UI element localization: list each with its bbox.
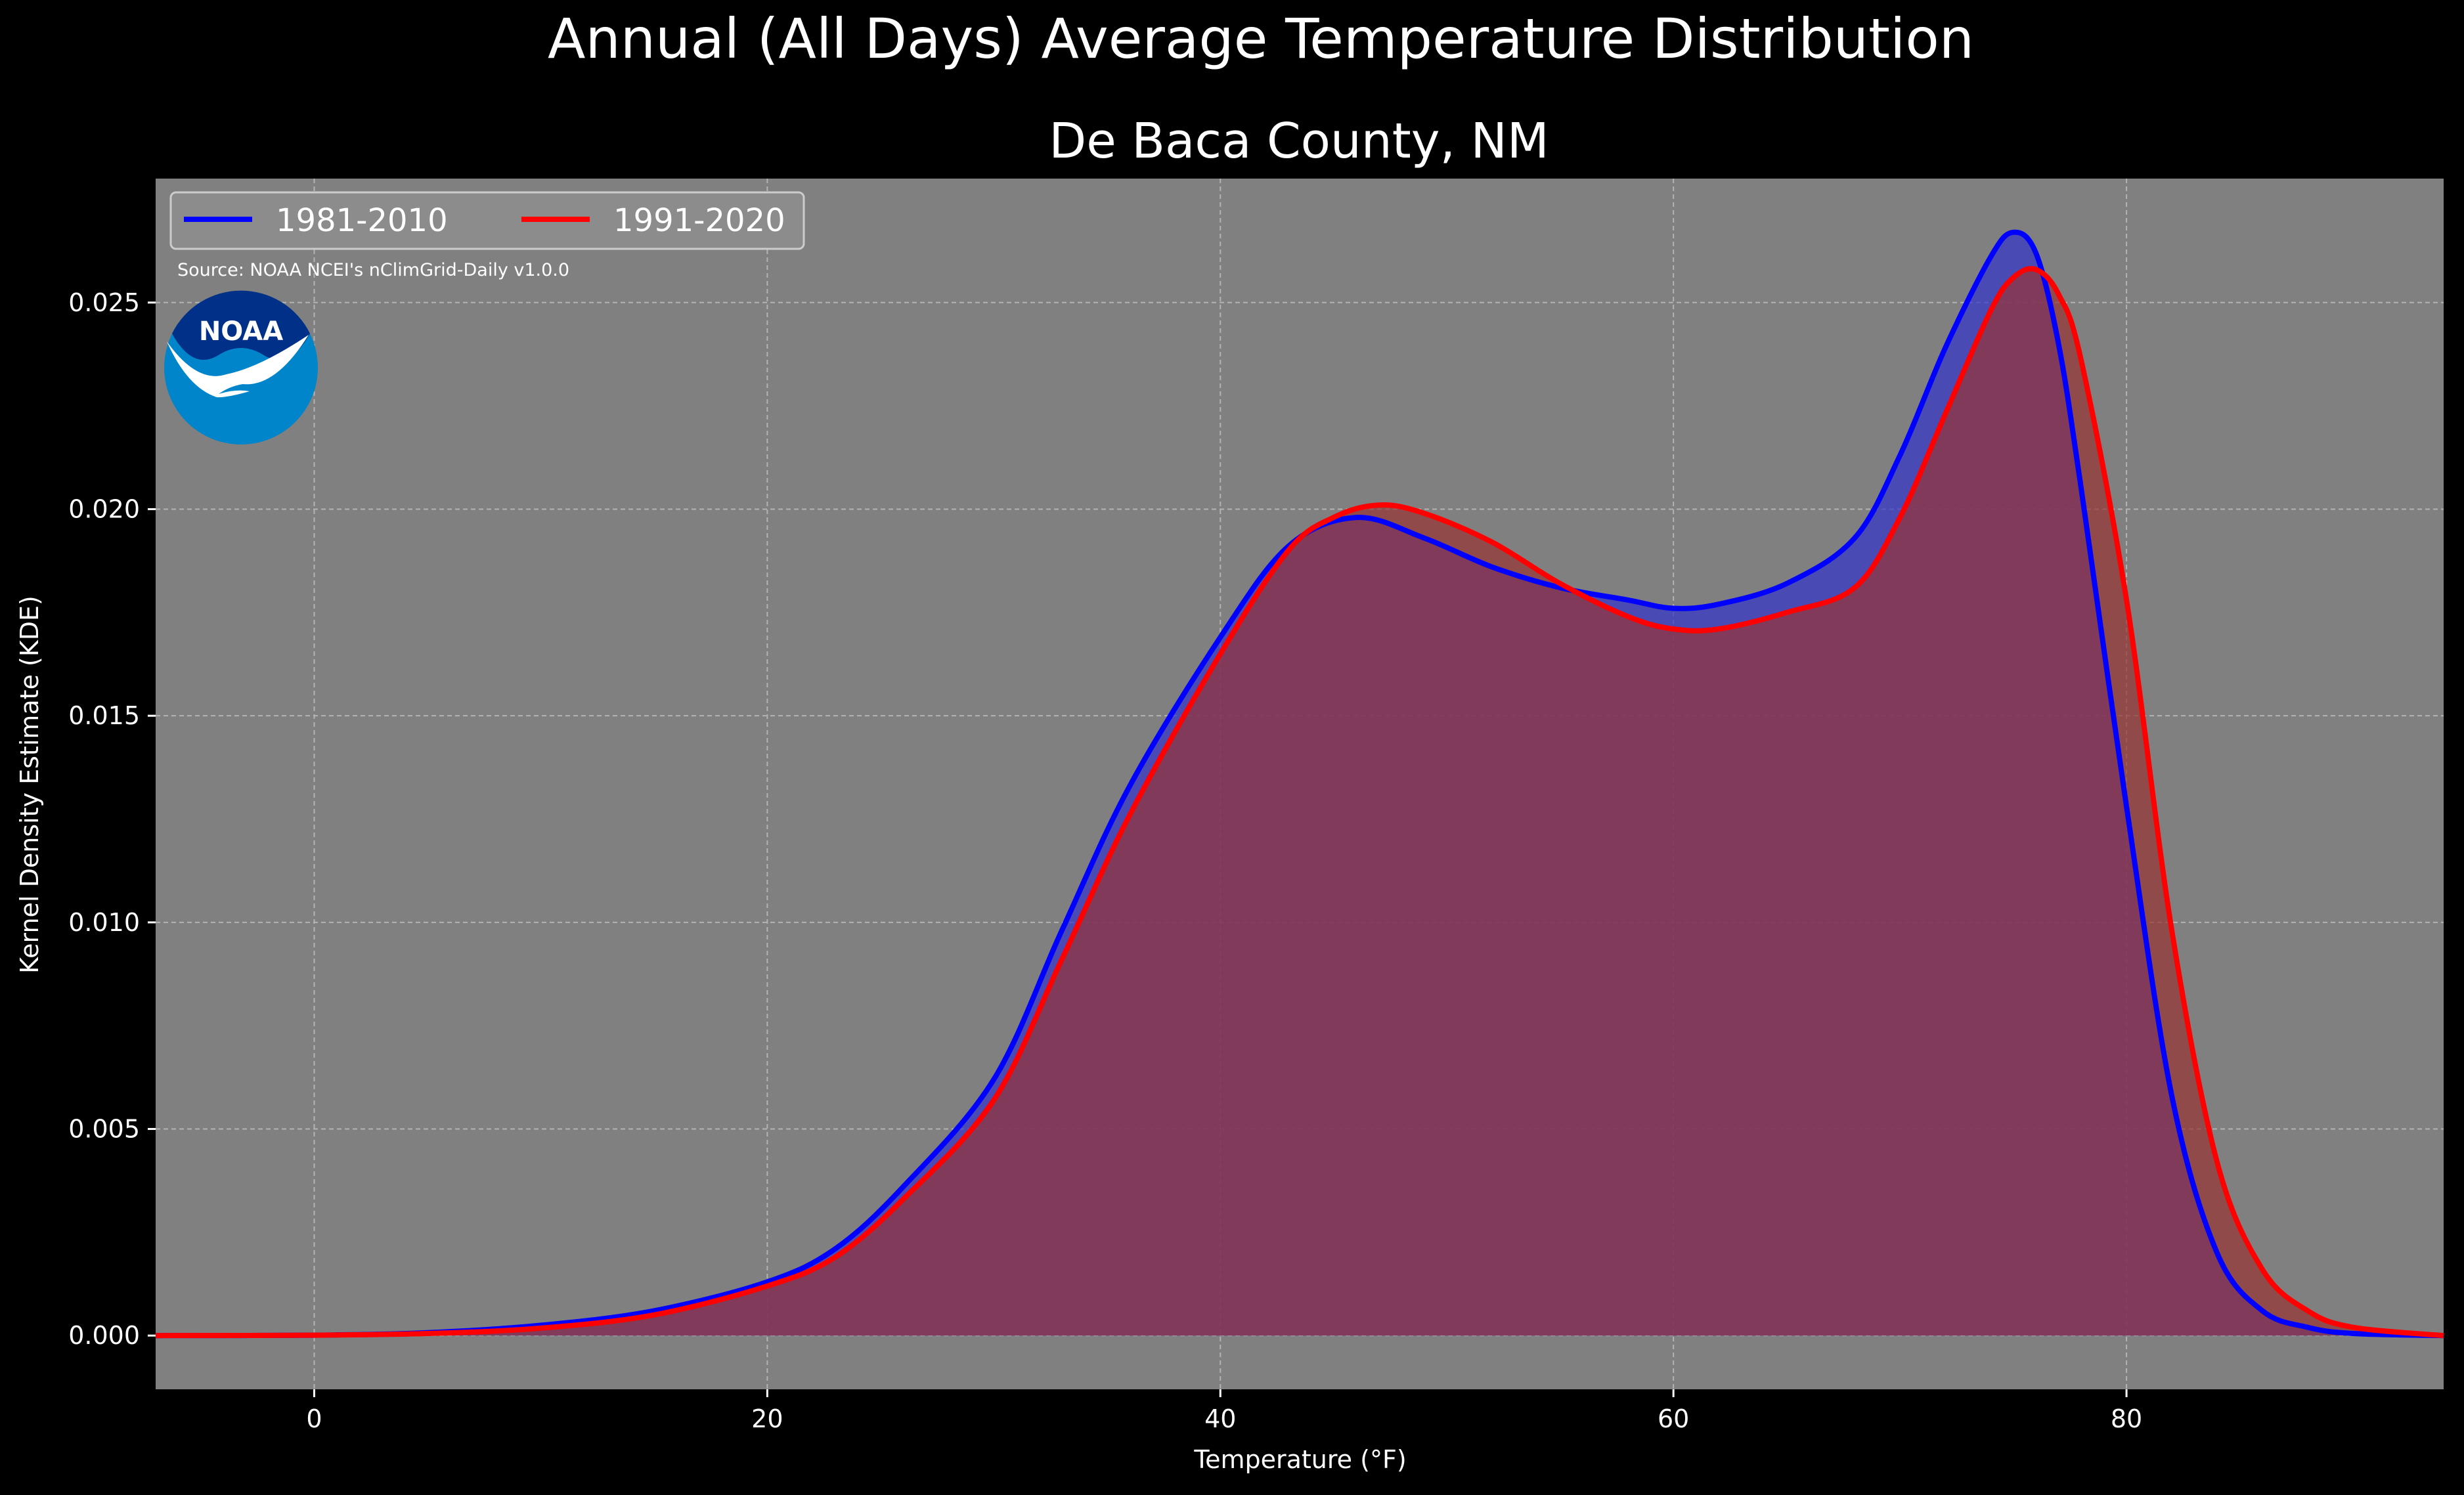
y-tick-label: 0.025 bbox=[68, 288, 140, 317]
noaa-logo-top-half bbox=[172, 290, 310, 360]
y-axis-label: Kernel Density Estimate (KDE) bbox=[15, 596, 44, 974]
chart-subtitle: De Baca County, NM bbox=[1049, 113, 1549, 169]
x-tick-label: 60 bbox=[1658, 1404, 1689, 1433]
chart-title: Annual (All Days) Average Temperature Di… bbox=[548, 7, 1974, 71]
legend-label-1981-2010: 1981-2010 bbox=[276, 202, 448, 239]
legend: 1981-2010 1991-2020 bbox=[169, 191, 805, 250]
x-axis-label: Temperature (°F) bbox=[1193, 1445, 1406, 1474]
y-tick-label: 0.020 bbox=[68, 494, 140, 523]
y-tick-label: 0.000 bbox=[68, 1321, 140, 1350]
series-line-1981-2010 bbox=[155, 229, 2444, 1339]
x-tick-label: 0 bbox=[306, 1404, 322, 1433]
legend-box bbox=[169, 191, 805, 250]
y-tick-label: 0.010 bbox=[68, 908, 140, 937]
noaa-logo: NOAA bbox=[164, 290, 318, 444]
y-tick-label: 0.005 bbox=[68, 1115, 140, 1144]
x-tick-label: 40 bbox=[1204, 1404, 1236, 1433]
plot-area bbox=[155, 179, 2444, 1389]
x-tick-label: 80 bbox=[2111, 1404, 2142, 1433]
series-line-1991-2020 bbox=[155, 266, 2444, 1339]
y-tick-label: 0.015 bbox=[68, 701, 140, 730]
area-fill-1991-2020 bbox=[156, 269, 2444, 1336]
source-note: Source: NOAA NCEI's nClimGrid-Daily v1.0… bbox=[177, 260, 569, 280]
noaa-logo-bird-icon bbox=[167, 335, 309, 398]
x-tick-label: 20 bbox=[751, 1404, 783, 1433]
legend-label-1991-2020: 1991-2020 bbox=[613, 202, 785, 239]
noaa-logo-text: NOAA bbox=[199, 316, 283, 347]
tick-labels: 0 20 40 60 80 0.000 0.005 0.010 0.015 0.020 0.025 bbox=[68, 288, 2142, 1433]
